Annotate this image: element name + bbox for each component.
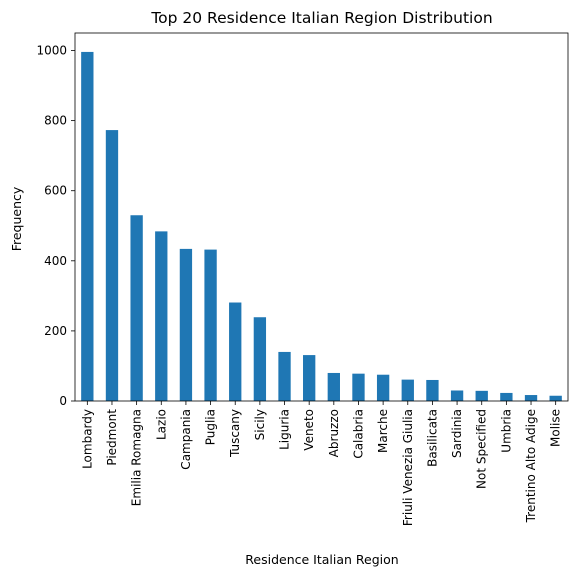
- y-axis-label: Frequency: [9, 186, 24, 251]
- x-tick-label: Tuscany: [228, 409, 242, 458]
- x-tick-label: Sardinia: [450, 409, 464, 458]
- bar-campania: [179, 248, 193, 401]
- y-tick-label: 600: [44, 184, 67, 198]
- x-tick-label: Calabria: [351, 409, 365, 459]
- y-tick-label: 800: [44, 114, 67, 128]
- bar-sicily: [253, 317, 267, 401]
- bar-tuscany: [229, 302, 242, 401]
- y-tick-label: 1000: [36, 44, 67, 58]
- x-tick-label: Umbria: [499, 409, 513, 453]
- x-tick-label: Marche: [376, 409, 390, 453]
- bar-friuli-venezia-giulia: [401, 379, 414, 401]
- x-tick-label: Lombardy: [80, 409, 94, 469]
- x-tick-label: Puglia: [204, 409, 218, 445]
- x-tick-label: Basilicata: [425, 409, 439, 467]
- x-tick-label: Liguria: [278, 409, 292, 450]
- bar-lombardy: [81, 51, 94, 401]
- bars-group: [81, 51, 562, 401]
- bar-piedmont: [105, 130, 119, 401]
- bar-umbria: [500, 392, 513, 401]
- bar-lazio: [155, 231, 168, 401]
- x-axis-label: Residence Italian Region: [245, 552, 398, 567]
- bar-veneto: [303, 355, 316, 401]
- x-tick-label: Abruzzo: [327, 409, 341, 457]
- bar-sardinia: [450, 390, 464, 401]
- x-tick-label: Campania: [179, 409, 193, 470]
- x-tick-label: Molise: [549, 409, 563, 447]
- y-tick-label: 200: [44, 324, 67, 338]
- bar-basilicata: [426, 379, 439, 401]
- x-tick-label: Sicily: [253, 409, 267, 440]
- x-tick-label: Friuli Venezia Giulia: [401, 409, 415, 526]
- y-axis: 0 200 400 600 800 1000: [36, 44, 75, 408]
- bar-puglia: [204, 249, 217, 401]
- bar-trentino-alto-adige: [524, 395, 538, 401]
- x-tick-label: Piedmont: [105, 409, 119, 466]
- bar-molise: [549, 395, 562, 401]
- y-tick-label: 0: [59, 394, 67, 408]
- bar-abruzzo: [327, 372, 340, 401]
- bar-calabria: [352, 373, 365, 401]
- bar-liguria: [278, 351, 291, 401]
- chart-title: Top 20 Residence Italian Region Distribu…: [150, 9, 492, 27]
- bar-emilia-romagna: [130, 215, 143, 401]
- x-tick-label: Trentino Alto Adige: [524, 409, 538, 523]
- x-tick-label: Veneto: [302, 409, 316, 451]
- bar-marche: [376, 374, 390, 401]
- bar-not-specified: [475, 390, 488, 401]
- x-tick-label: Lazio: [154, 409, 168, 440]
- y-tick-label: 400: [44, 254, 67, 268]
- x-axis: Lombardy Piedmont Emilia Romagna Lazio Campa…: [80, 401, 563, 526]
- x-tick-label: Emilia Romagna: [130, 409, 144, 506]
- x-tick-label: Not Specified: [475, 409, 489, 489]
- plot-frame: [74, 32, 569, 402]
